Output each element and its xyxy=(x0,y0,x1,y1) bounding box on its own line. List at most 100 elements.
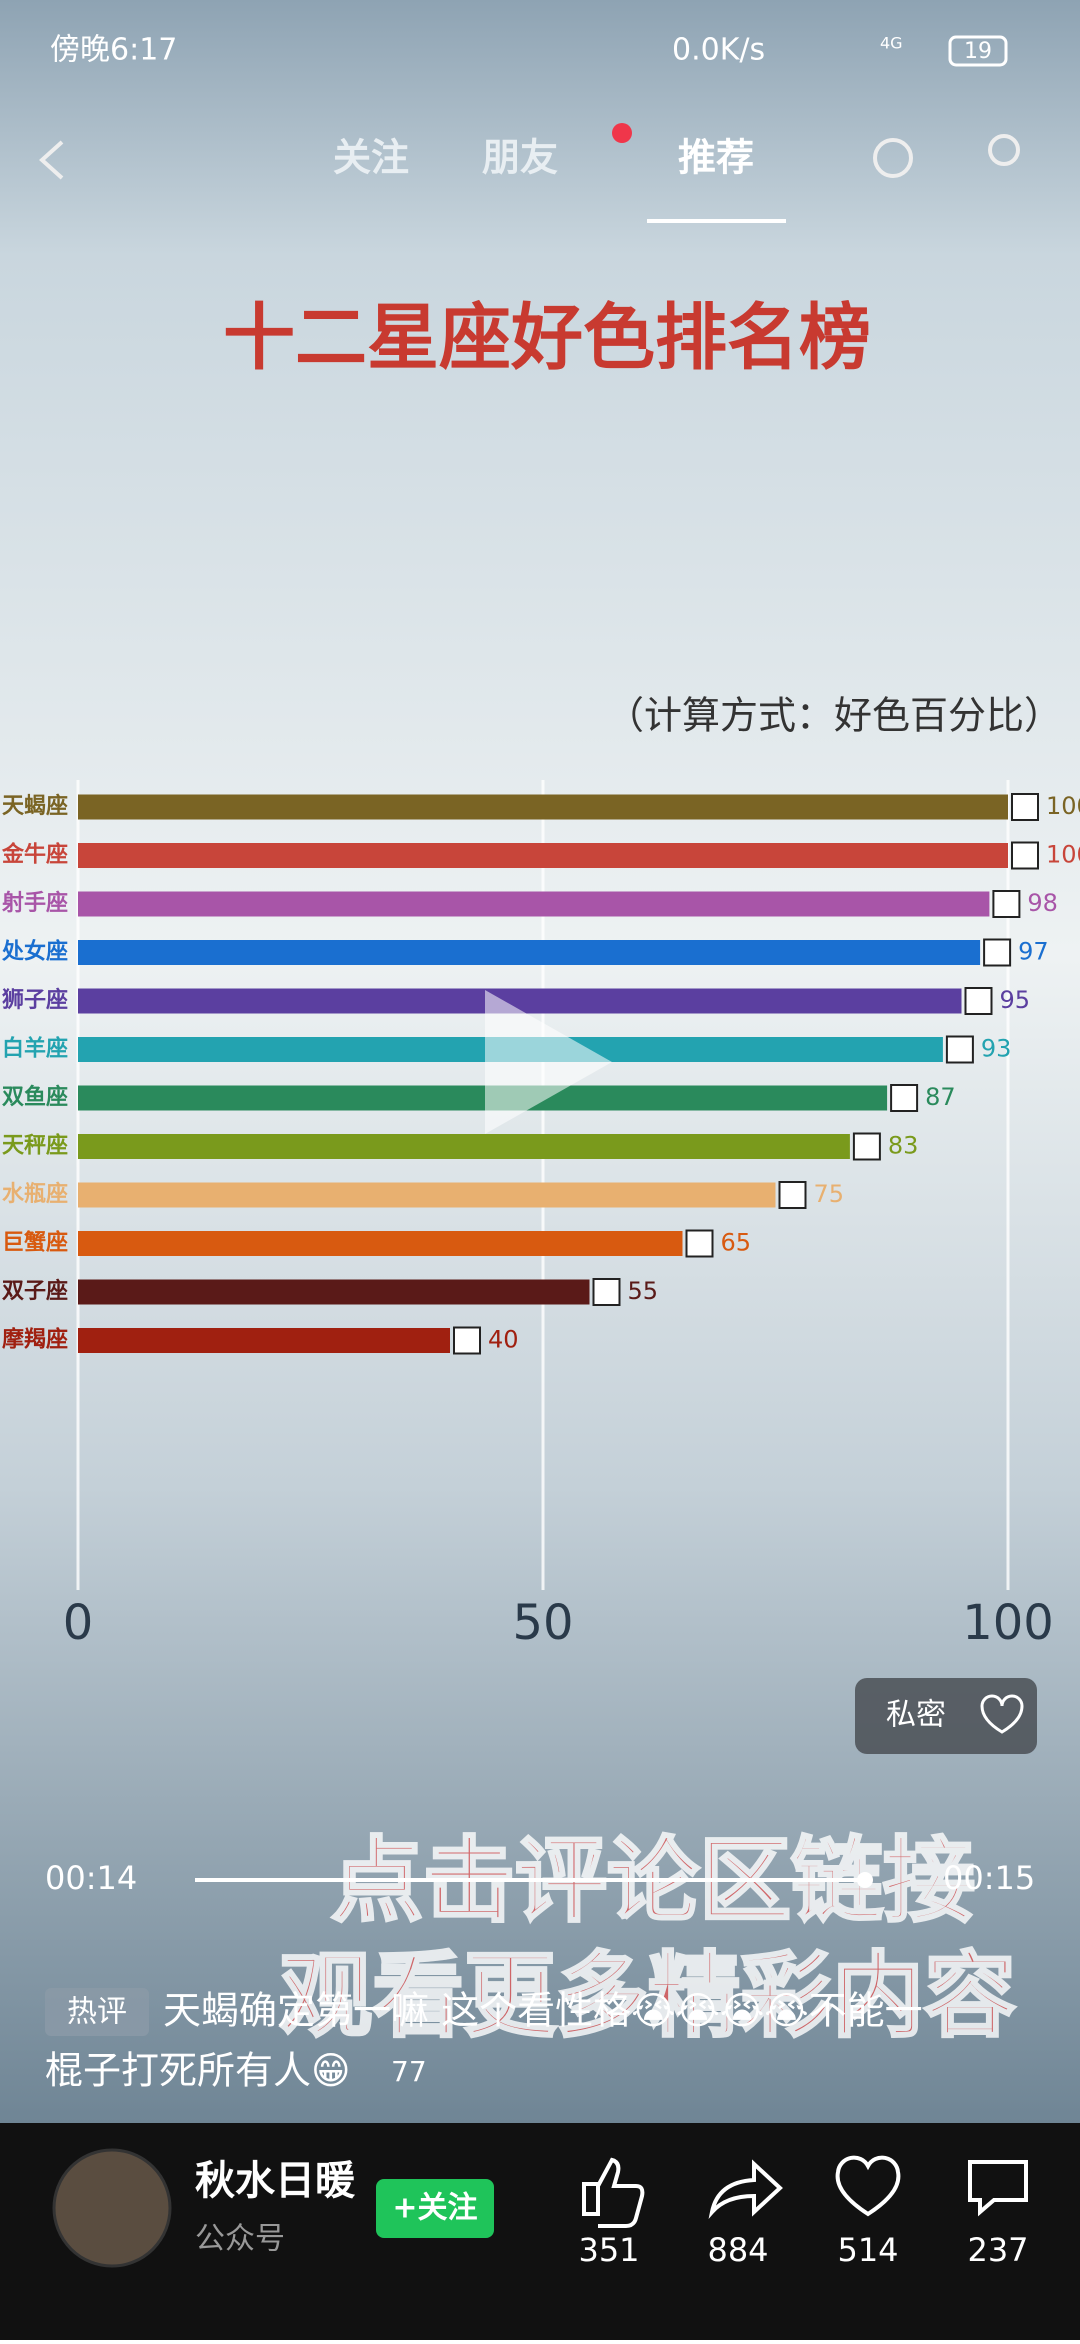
progress-knob[interactable] xyxy=(857,1872,873,1888)
value-label: 83 xyxy=(888,1132,919,1160)
comment-tag: 热评 xyxy=(67,1995,127,2030)
category-label: 射手座 xyxy=(1,890,68,916)
battery xyxy=(948,35,1008,67)
x-tick-label: 0 xyxy=(63,1595,94,1651)
share-count: 884 xyxy=(707,2231,768,2269)
favorite-icon[interactable] xyxy=(835,2155,901,2217)
sign-icon xyxy=(685,1229,714,1258)
bar xyxy=(78,1328,450,1353)
sign-icon xyxy=(890,1084,919,1112)
value-label: 65 xyxy=(721,1229,752,1257)
sign-icon xyxy=(592,1278,621,1306)
follow-button[interactable] xyxy=(376,2179,494,2238)
value-label: 40 xyxy=(488,1326,519,1354)
like-count: 351 xyxy=(578,2231,639,2269)
play-button[interactable] xyxy=(485,990,612,1134)
value-label: 100 xyxy=(1046,792,1080,820)
bar xyxy=(78,1134,850,1159)
value-label: 75 xyxy=(814,1180,845,1208)
like-icon[interactable] xyxy=(582,2157,645,2228)
sign-icon xyxy=(1011,841,1039,870)
tab-underline xyxy=(647,219,786,223)
category-label: 摩羯座 xyxy=(2,1327,68,1353)
comment-text: 棍子打死所有人😁 xyxy=(45,2049,351,2093)
status-bar: 傍晚6:17 0.0K/s 4G 19 xyxy=(50,33,1008,68)
search-button[interactable] xyxy=(873,138,913,178)
sign-icon xyxy=(453,1326,481,1355)
total-time: 00:15 xyxy=(943,1859,1035,1897)
bar xyxy=(78,940,981,965)
bar xyxy=(78,1085,888,1111)
bar xyxy=(78,1182,776,1208)
network-type: 4G xyxy=(880,34,903,53)
action-icons xyxy=(582,2155,1028,2228)
value-label: 97 xyxy=(1018,938,1049,966)
bar xyxy=(78,843,1008,868)
notification-dot xyxy=(612,123,632,143)
hot-comment[interactable]: 热评 天蝎确定第一嘛 这个看性格😭😭😭😭不能一 棍子打死所有人😁 77 xyxy=(45,1988,923,2093)
profile-button[interactable] xyxy=(988,134,1020,166)
action-counts: 351 884 514 237 xyxy=(578,2231,1028,2269)
chart-subtitle: （计算方式：好色百分比） xyxy=(606,694,1062,738)
value-label: 95 xyxy=(1000,986,1031,1014)
heart-icon xyxy=(980,1694,1024,1734)
comment-icon[interactable] xyxy=(968,2160,1028,2217)
bar xyxy=(78,794,1008,820)
comment-likes: 77 xyxy=(391,2055,427,2088)
bar xyxy=(78,1231,683,1256)
comment-tag-bg xyxy=(45,1988,149,2036)
bottom-bar xyxy=(0,2123,1080,2340)
nav-tab[interactable]: 关注 xyxy=(333,136,409,180)
share-icon[interactable] xyxy=(708,2159,783,2219)
current-time: 00:14 xyxy=(45,1859,137,1897)
comment-text: 天蝎确定第一嘛 这个看性格😭😭😭😭不能一 xyxy=(163,1989,923,2033)
bar xyxy=(78,988,962,1014)
value-label: 100 xyxy=(1046,841,1080,869)
private-bg xyxy=(855,1678,1037,1754)
sign-icon xyxy=(983,938,1012,967)
category-label: 双鱼座 xyxy=(2,1084,68,1110)
sign-icon xyxy=(945,1035,974,1064)
category-label: 水瓶座 xyxy=(2,1181,68,1207)
category-label: 处女座 xyxy=(1,939,68,965)
sign-icon xyxy=(778,1181,807,1209)
author-subtitle: 公众号 xyxy=(195,2222,285,2257)
player: 00:14 00:15 xyxy=(45,1859,1035,1897)
private-button[interactable]: 私密 xyxy=(855,1678,1037,1754)
x-tick-label: 100 xyxy=(962,1595,1054,1651)
x-tick-label: 50 xyxy=(512,1595,573,1651)
value-label: 87 xyxy=(925,1083,956,1111)
sign-icon xyxy=(1011,793,1039,821)
favorite-count: 514 xyxy=(837,2231,898,2269)
nav-tab[interactable]: 朋友 xyxy=(482,136,558,180)
avatar[interactable] xyxy=(52,2148,172,2268)
net-speed: 0.0K/s xyxy=(672,33,765,68)
author-name[interactable]: 秋水日暖 xyxy=(195,2158,356,2204)
sign-icon xyxy=(852,1132,881,1161)
nav-tab-active[interactable]: 推荐 xyxy=(678,136,754,180)
private-label: 私密 xyxy=(886,1698,946,1733)
value-label: 98 xyxy=(1027,889,1058,917)
value-label: 55 xyxy=(628,1277,659,1305)
sign-icon xyxy=(964,987,993,1015)
status-time: 傍晚6:17 xyxy=(50,33,177,68)
back-button[interactable] xyxy=(39,140,64,180)
bar xyxy=(78,891,990,917)
category-label: 狮子座 xyxy=(2,987,68,1013)
top-nav: 关注 朋友 推荐 xyxy=(39,123,1020,223)
battery-level: 19 xyxy=(964,39,992,64)
chart: 0 50 100 天蝎座 100 金牛座 100 射手座 98 处女座 97 狮子座 95 白羊座 93 双鱼… xyxy=(1,780,1080,1651)
chart-title: 十二星座好色排名榜 xyxy=(223,296,871,380)
value-label: 93 xyxy=(981,1035,1012,1063)
category-label: 天秤座 xyxy=(2,1133,68,1159)
category-label: 白羊座 xyxy=(2,1036,68,1062)
category-label: 金牛座 xyxy=(1,842,68,868)
follow-label: +关注 xyxy=(392,2191,477,2226)
overlay-text: 观看更多精彩内容 xyxy=(280,1942,1016,2049)
comment-count: 237 xyxy=(967,2231,1028,2269)
category-label: 双子座 xyxy=(2,1278,68,1304)
category-label: 巨蟹座 xyxy=(2,1230,68,1256)
category-label: 天蝎座 xyxy=(2,793,68,819)
sign-icon xyxy=(992,890,1021,918)
